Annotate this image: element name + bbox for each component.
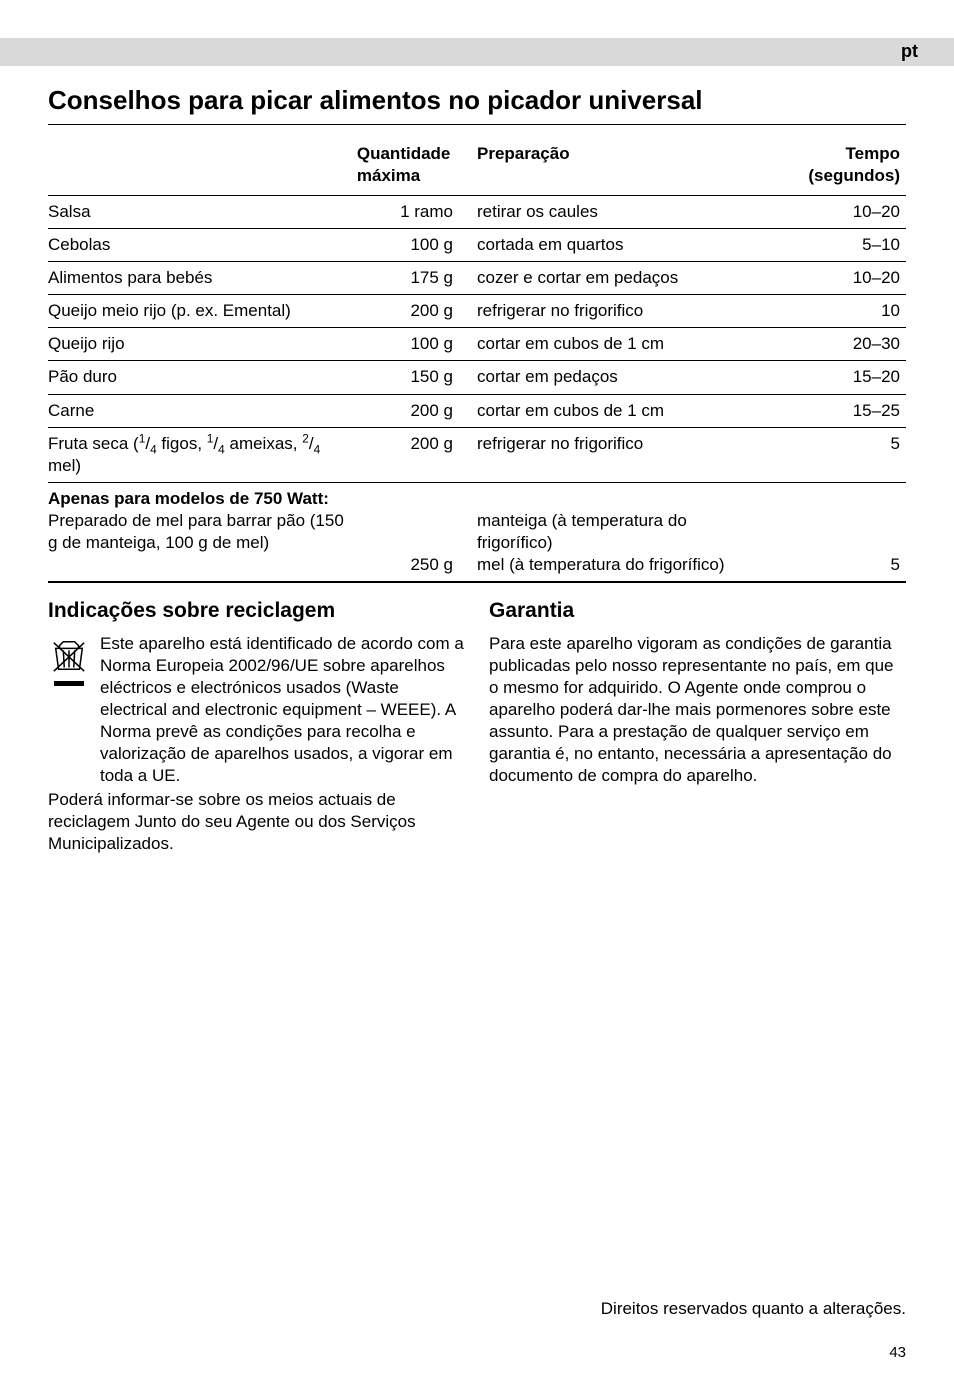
footer-note: Direitos reservados quanto a alterações.	[601, 1298, 906, 1320]
table-row: Alimentos para bebés 175 g cozer e corta…	[48, 262, 906, 295]
table-row: Salsa 1 ramo retirar os caules 10–20	[48, 195, 906, 228]
table-note-row: Apenas para modelos de 750 Watt: Prepara…	[48, 482, 906, 581]
cell-time: 10	[769, 295, 906, 328]
bin-crossed-icon	[50, 637, 88, 675]
cell-item: Alimentos para bebés	[48, 262, 357, 295]
table-row: Carne 200 g cortar em cubos de 1 cm 15–2…	[48, 394, 906, 427]
cell-prep: cortada em quartos	[477, 229, 769, 262]
table-row: Fruta seca (1/4 figos, 1/4 ameixas, 2/4 …	[48, 427, 906, 482]
cell-qty: 1 ramo	[357, 195, 477, 228]
cell-prep: cortar em cubos de 1 cm	[477, 328, 769, 361]
cell-item: Salsa	[48, 195, 357, 228]
note-item: Preparado de mel para barrar pão (150 g …	[48, 510, 351, 554]
note-prep-text: manteiga (à temperatura do frigorífico) …	[477, 511, 725, 574]
cell-time: 15–25	[769, 394, 906, 427]
note-qty: 250 g	[357, 482, 477, 581]
warranty-body: Para este aparelho vigoram as condições …	[489, 633, 906, 788]
note-heading: Apenas para modelos de 750 Watt:	[48, 488, 351, 510]
cell-item: Cebolas	[48, 229, 357, 262]
table-row: Pão duro 150 g cortar em pedaços 15–20	[48, 361, 906, 394]
table-row: Queijo meio rijo (p. ex. Emental) 200 g …	[48, 295, 906, 328]
header-qty: Quantidade máxima	[357, 137, 477, 196]
cell-qty: 100 g	[357, 328, 477, 361]
warranty-title: Garantia	[489, 597, 906, 624]
weee-icon	[48, 633, 90, 788]
cell-time: 15–20	[769, 361, 906, 394]
language-bar: pt	[0, 38, 954, 66]
table-row: Queijo rijo 100 g cortar em cubos de 1 c…	[48, 328, 906, 361]
note-prep: manteiga (à temperatura do frigorífico) …	[477, 482, 769, 581]
cell-qty: 200 g	[357, 394, 477, 427]
cell-prep: refrigerar no frigorifico	[477, 295, 769, 328]
chopping-table: Quantidade máxima Preparação Tempo (segu…	[48, 137, 906, 583]
note-qty-text: 250 g	[410, 555, 453, 574]
cell-qty: 175 g	[357, 262, 477, 295]
page-title: Conselhos para picar alimentos no picado…	[48, 84, 906, 125]
cell-prep: retirar os caules	[477, 195, 769, 228]
header-item	[48, 137, 357, 196]
language-tag: pt	[901, 40, 918, 63]
cell-qty: 200 g	[357, 295, 477, 328]
cell-item: Queijo rijo	[48, 328, 357, 361]
recycling-block: Este aparelho está identificado de acord…	[48, 633, 465, 788]
cell-prep: cozer e cortar em pedaços	[477, 262, 769, 295]
cell-prep: refrigerar no frigorifico	[477, 427, 769, 482]
two-column-section: Indicações sobre reciclagem	[48, 597, 906, 855]
note-time: 5	[769, 482, 906, 581]
cell-time: 20–30	[769, 328, 906, 361]
recycling-title: Indicações sobre reciclagem	[48, 597, 465, 624]
cell-item: Carne	[48, 394, 357, 427]
weee-bar-icon	[54, 681, 84, 686]
cell-time: 5–10	[769, 229, 906, 262]
note-cell: Apenas para modelos de 750 Watt: Prepara…	[48, 482, 357, 581]
recycling-body2: Poderá informar-se sobre os meios actuai…	[48, 789, 465, 855]
cell-item-text: Fruta seca (1/4 figos, 1/4 ameixas, 2/4 …	[48, 434, 320, 475]
table-header-row: Quantidade máxima Preparação Tempo (segu…	[48, 137, 906, 196]
warranty-column: Garantia Para este aparelho vigoram as c…	[489, 597, 906, 855]
recycling-body1: Este aparelho está identificado de acord…	[100, 633, 465, 788]
table-row: Cebolas 100 g cortada em quartos 5–10	[48, 229, 906, 262]
cell-qty: 200 g	[357, 427, 477, 482]
cell-time: 10–20	[769, 262, 906, 295]
page-number: 43	[889, 1343, 906, 1363]
page-content: Conselhos para picar alimentos no picado…	[0, 84, 954, 855]
cell-time: 5	[769, 427, 906, 482]
cell-time: 10–20	[769, 195, 906, 228]
cell-item: Queijo meio rijo (p. ex. Emental)	[48, 295, 357, 328]
cell-qty: 100 g	[357, 229, 477, 262]
cell-prep: cortar em cubos de 1 cm	[477, 394, 769, 427]
cell-prep: cortar em pedaços	[477, 361, 769, 394]
cell-item: Fruta seca (1/4 figos, 1/4 ameixas, 2/4 …	[48, 427, 357, 482]
recycling-column: Indicações sobre reciclagem	[48, 597, 465, 855]
cell-item: Pão duro	[48, 361, 357, 394]
table-bottom-rule	[48, 582, 906, 583]
header-prep: Preparação	[477, 137, 769, 196]
cell-qty: 150 g	[357, 361, 477, 394]
header-time: Tempo (segundos)	[769, 137, 906, 196]
note-time-text: 5	[891, 555, 900, 574]
